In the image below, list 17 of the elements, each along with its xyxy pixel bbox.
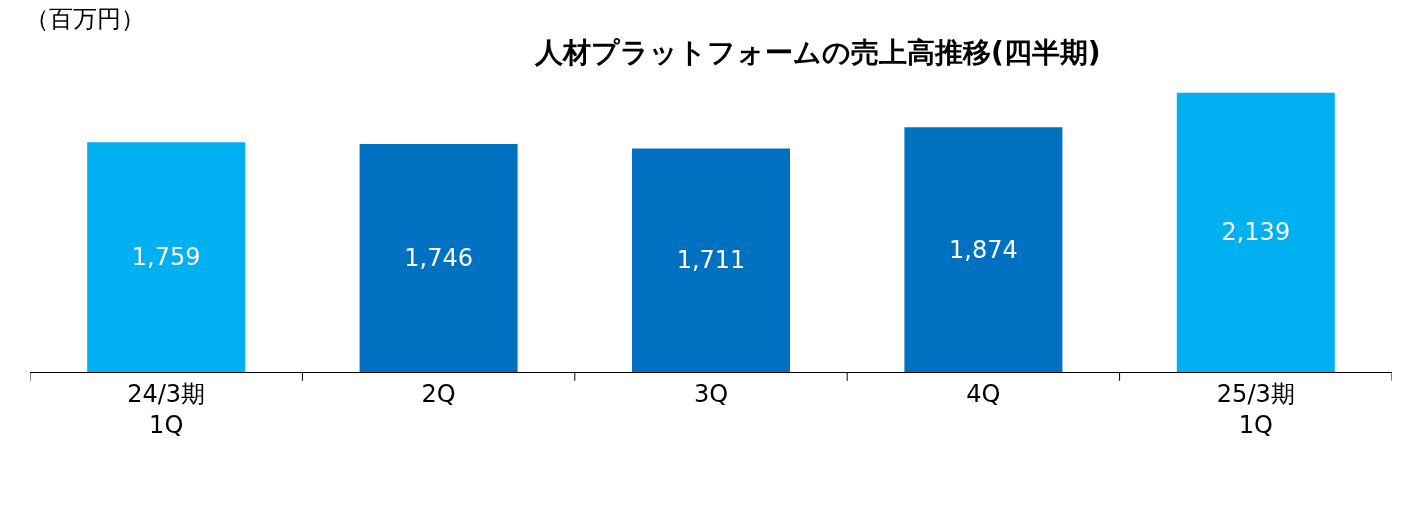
data-label: 2,139 — [1221, 218, 1291, 247]
x-tick-label: 24/3期 1Q — [127, 379, 206, 439]
chart-title: 人材プラットフォームの売上高推移(四半期) — [534, 35, 1101, 69]
data-label: 1,759 — [131, 243, 201, 272]
data-label: 1,874 — [949, 235, 1018, 264]
x-tick-label: 3Q — [693, 379, 729, 408]
data-label: 1,711 — [676, 246, 746, 275]
x-tick-label: 25/3期 1Q — [1216, 379, 1295, 439]
bar — [359, 144, 518, 372]
bar — [1176, 92, 1335, 372]
x-tick-label: 4Q — [966, 379, 1001, 408]
x-tick-label: 2Q — [421, 379, 456, 408]
y-axis-title: （百万円） — [25, 5, 145, 33]
data-label: 1,746 — [404, 244, 473, 273]
bar — [87, 142, 246, 372]
bar — [904, 127, 1063, 372]
bar — [632, 148, 790, 372]
